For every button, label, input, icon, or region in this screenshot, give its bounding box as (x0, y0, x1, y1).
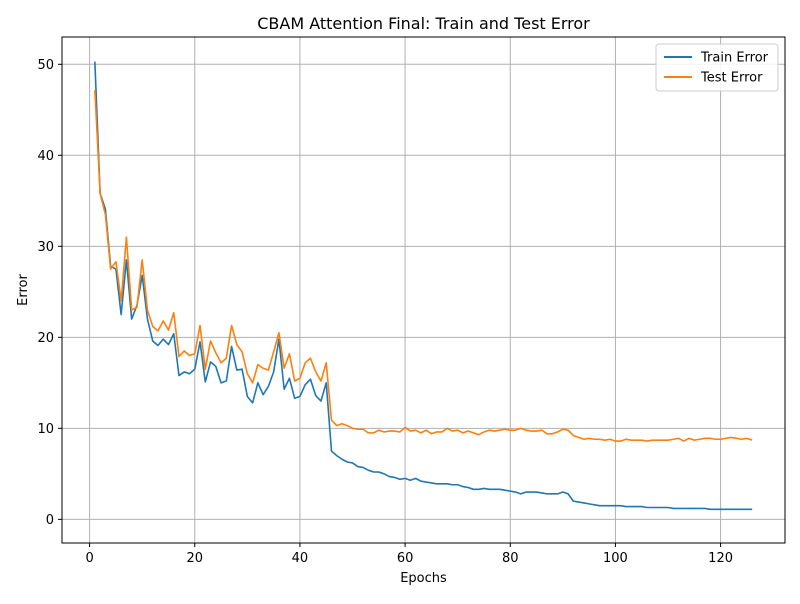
x-tick-label: 40 (292, 551, 309, 566)
y-tick-label: 30 (37, 240, 54, 255)
legend-label-test-error: Test Error (700, 71, 763, 86)
x-tick-label: 60 (397, 551, 414, 566)
y-tick-label: 50 (37, 58, 54, 73)
y-tick-label: 0 (46, 513, 54, 528)
y-axis-label: Error (16, 274, 31, 306)
y-tick-label: 10 (37, 422, 54, 437)
series-line-train-error (94, 61, 753, 511)
y-tick-label: 40 (37, 149, 54, 164)
x-tick-label: 0 (85, 551, 93, 566)
x-tick-label: 120 (708, 551, 733, 566)
legend: Train Error Test Error (655, 43, 779, 92)
x-axis-label: Epochs (400, 571, 447, 586)
grid-lines (62, 37, 785, 543)
x-tick-label: 20 (186, 551, 203, 566)
plot-frame (61, 36, 786, 544)
x-tick-label: 100 (603, 551, 628, 566)
legend-label-train-error: Train Error (700, 51, 769, 66)
x-tick-label: 80 (502, 551, 519, 566)
chart-title: CBAM Attention Final: Train and Test Err… (257, 14, 590, 33)
y-tick-label: 20 (37, 331, 54, 346)
axis-ticks: 0 20 40 60 80 100 120 0 10 20 30 40 50 (37, 58, 733, 566)
legend-box (655, 43, 779, 92)
series-lines (94, 61, 753, 511)
series-line-test-error (94, 89, 753, 442)
